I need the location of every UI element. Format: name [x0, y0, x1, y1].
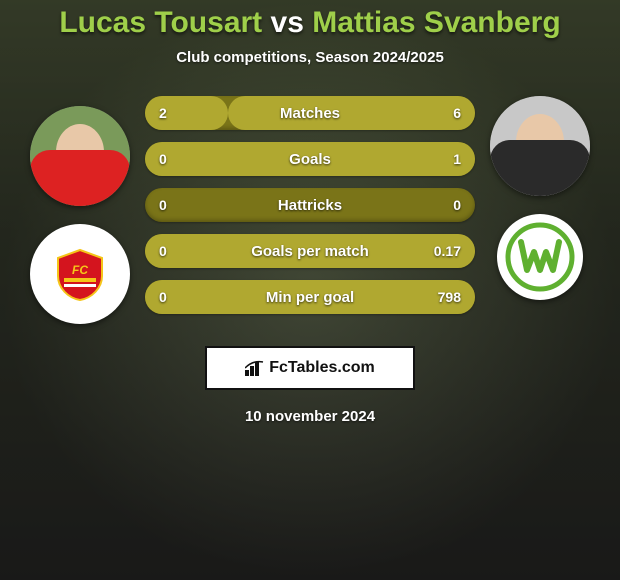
stat-bars: 2 Matches 6 0 Goals 1 0 Hattricks 0 0 Goals per ma… [140, 96, 480, 314]
avatar-jersey [490, 140, 590, 196]
bar-label: Min per goal [266, 289, 354, 306]
player2-club-logo [497, 214, 583, 300]
bar-value-left: 0 [159, 197, 167, 213]
source-badge: FcTables.com [205, 346, 415, 390]
bar-label: Matches [280, 105, 340, 122]
main-row: FC 2 Matches 6 0 Goals 1 0 Hattricks 0 0 Goals per… [0, 96, 620, 324]
player1-avatar [30, 106, 130, 206]
bar-value-right: 798 [438, 289, 461, 305]
chart-icon [245, 360, 265, 376]
bar-fill-right [228, 96, 476, 130]
title-player2: Mattias Svanberg [312, 6, 560, 39]
bar-value-right: 0 [453, 197, 461, 213]
stat-bar: 0 Goals per match 0.17 [145, 234, 475, 268]
title-player1: Lucas Tousart [59, 6, 262, 39]
bar-label: Hattricks [278, 197, 342, 214]
wolfsburg-icon [505, 222, 575, 292]
footer: FcTables.com 10 november 2024 [205, 346, 415, 425]
bar-value-right: 0.17 [434, 243, 461, 259]
bar-value-left: 0 [159, 289, 167, 305]
bar-value-left: 0 [159, 243, 167, 259]
left-column: FC [20, 96, 140, 324]
bar-label: Goals per match [251, 243, 369, 260]
player2-avatar [490, 96, 590, 196]
title-vs: vs [271, 6, 304, 39]
right-column [480, 96, 600, 300]
comparison-card: Lucas Tousart vs Mattias Svanberg Club c… [0, 0, 620, 580]
bar-fill-left [145, 96, 228, 130]
bar-value-right: 6 [453, 105, 461, 121]
svg-text:FC: FC [72, 263, 88, 277]
union-berlin-icon: FC [50, 244, 110, 304]
avatar-jersey [30, 150, 130, 206]
bar-value-right: 1 [453, 151, 461, 167]
badge-text: FcTables.com [269, 359, 375, 377]
stat-bar: 0 Goals 1 [145, 142, 475, 176]
stat-bar: 2 Matches 6 [145, 96, 475, 130]
bar-label: Goals [289, 151, 331, 168]
stat-bar: 0 Hattricks 0 [145, 188, 475, 222]
page-title: Lucas Tousart vs Mattias Svanberg [59, 6, 560, 39]
date-text: 10 november 2024 [245, 408, 375, 425]
stat-bar: 0 Min per goal 798 [145, 280, 475, 314]
bar-value-left: 2 [159, 105, 167, 121]
player1-club-logo: FC [30, 224, 130, 324]
subtitle: Club competitions, Season 2024/2025 [176, 49, 444, 66]
bar-value-left: 0 [159, 151, 167, 167]
